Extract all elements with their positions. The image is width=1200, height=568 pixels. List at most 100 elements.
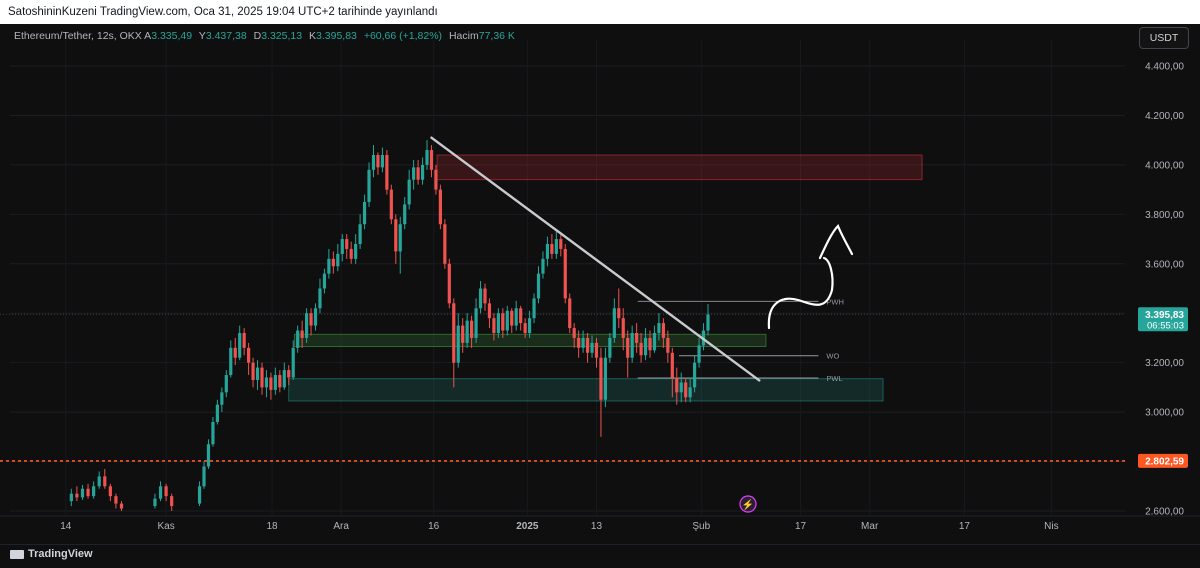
candles <box>69 140 710 511</box>
candle-body <box>501 313 505 331</box>
candle-body <box>75 493 79 498</box>
candle-body <box>559 239 563 249</box>
candle-body <box>380 155 385 168</box>
candle-body <box>153 498 157 507</box>
open-value: 3.335,49 <box>151 30 193 42</box>
candle-body <box>532 298 536 319</box>
candle-body <box>394 219 398 252</box>
candle-body <box>693 362 697 388</box>
candle-body <box>452 303 456 363</box>
candle-body <box>536 273 541 299</box>
x-tick-label: Mar <box>861 521 879 532</box>
candle-body <box>510 310 514 326</box>
high-label: Y <box>198 30 206 42</box>
candle-body <box>385 155 389 190</box>
candle-body <box>603 357 608 400</box>
open-label: A <box>144 30 152 42</box>
y-tick-label: 4.400,00 <box>1145 62 1184 73</box>
candle-body <box>367 169 371 202</box>
candle-body <box>679 382 683 393</box>
candle-body <box>269 377 273 390</box>
candle-body <box>389 189 393 220</box>
candle-body <box>273 375 277 390</box>
candle-body <box>456 325 460 363</box>
chart-area[interactable] <box>0 24 1200 544</box>
candle-body <box>492 318 496 333</box>
candle-body <box>97 476 101 487</box>
y-tick-label: 3.600,00 <box>1145 259 1184 270</box>
candle-body <box>478 288 483 309</box>
candle-body <box>398 224 402 252</box>
candle-body <box>554 239 558 254</box>
candle-body <box>590 342 594 353</box>
candle-body <box>612 308 616 338</box>
volume-label: Hacim <box>448 30 479 42</box>
candle-body <box>487 303 492 319</box>
candle-body <box>581 337 585 348</box>
candle-body <box>505 310 509 331</box>
candle-body <box>255 367 260 380</box>
candle-body <box>429 150 434 170</box>
candle-body <box>238 333 242 358</box>
candle-body <box>233 347 237 358</box>
candle-body <box>119 503 124 509</box>
annotation-layer: ⚡ <box>739 224 854 513</box>
x-tick-label: Şub <box>692 521 710 532</box>
candle-body <box>358 224 362 244</box>
candle-body <box>215 404 219 422</box>
candle-body <box>572 328 576 338</box>
y-tick-label: 3.000,00 <box>1145 408 1184 419</box>
candle-body <box>568 298 572 329</box>
candle-body <box>322 273 327 289</box>
candle-body <box>514 308 518 326</box>
zone-demand-upper <box>293 333 767 347</box>
lightning-icon <box>739 495 757 513</box>
currency-button[interactable]: USDT <box>1139 27 1189 49</box>
candle-body <box>309 313 313 326</box>
price-label-value: 2.802,59 <box>1145 456 1184 467</box>
candle-body <box>608 337 612 358</box>
candle-body <box>340 239 344 254</box>
x-tick-label: Kas <box>157 521 174 532</box>
candle-body <box>114 496 118 504</box>
close-label: K <box>309 30 317 42</box>
y-tick-label: 2.600,00 <box>1145 507 1184 518</box>
candle-body <box>425 150 429 165</box>
candle-body <box>158 486 163 499</box>
candle-body <box>550 244 554 254</box>
candle-body <box>362 201 367 225</box>
candle-body <box>371 155 376 170</box>
candle-body <box>282 370 286 388</box>
candle-body <box>318 288 322 309</box>
candle-body <box>412 167 416 180</box>
candle-body <box>474 308 478 338</box>
tradingview-logo[interactable]: TradingView <box>10 548 93 560</box>
candle-body <box>420 164 425 180</box>
x-tick-label: 17 <box>795 521 807 532</box>
price-zones <box>288 154 923 402</box>
candle-body <box>697 345 701 363</box>
tradingview-brand: TradingView <box>28 548 93 560</box>
candle-body <box>527 318 532 333</box>
x-tick-label: Ara <box>333 521 349 532</box>
candle-body <box>242 333 246 348</box>
level-label-pwl: PWL <box>826 374 842 383</box>
candle-body <box>519 308 523 324</box>
candle-body <box>666 337 670 353</box>
candle-body <box>260 367 264 388</box>
x-tick-label: 2025 <box>516 521 539 532</box>
publish-header: SatoshininKuzeni TradingView.com, Oca 31… <box>0 0 1200 24</box>
y-tick-label: 4.000,00 <box>1145 160 1184 171</box>
candle-body <box>661 323 665 338</box>
candle-body <box>461 325 465 343</box>
candle-body <box>684 382 688 398</box>
candle-body <box>541 258 545 274</box>
candle-body <box>247 347 251 363</box>
tradingview-logo-icon <box>10 549 24 559</box>
annotation-arrowhead <box>818 224 854 260</box>
candle-body <box>376 155 380 168</box>
candle-body <box>354 244 358 259</box>
candle-body <box>103 476 107 487</box>
